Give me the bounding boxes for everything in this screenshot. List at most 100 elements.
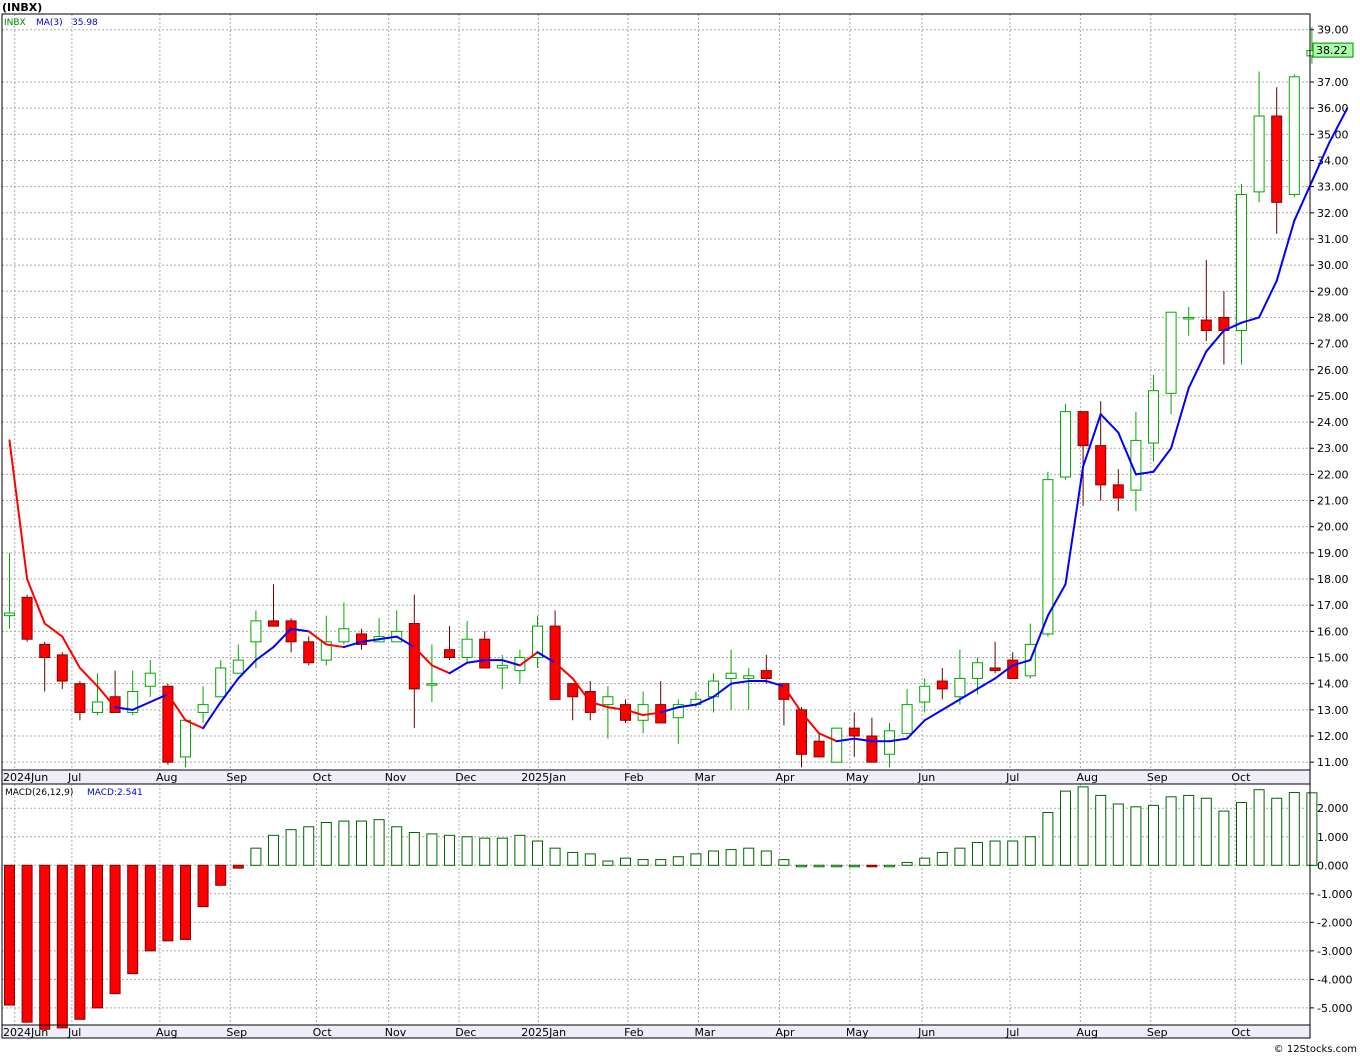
candle-body	[479, 638, 491, 669]
candle-body	[408, 623, 420, 690]
candle-body	[760, 670, 772, 679]
candle-body	[1007, 659, 1019, 679]
macd-x-tick-label: May	[846, 1026, 869, 1039]
candle-body	[4, 612, 15, 617]
price-x-tick-label: Jun	[917, 771, 935, 784]
ma-line-segment	[1046, 583, 1067, 617]
price-y-tick-label: 27.00	[1317, 338, 1349, 351]
macd-bar	[391, 826, 403, 866]
price-x-tick-label: Apr	[776, 771, 796, 784]
ma-line-segment	[976, 677, 997, 690]
ma-line-segment	[43, 622, 64, 638]
candle-body	[39, 643, 51, 659]
macd-bar	[1218, 810, 1230, 866]
price-x-axis-band	[2, 770, 1310, 784]
candle-body	[444, 649, 455, 659]
macd-bar	[972, 841, 983, 866]
ma-line-segment	[730, 680, 750, 685]
macd-bar	[4, 864, 15, 1006]
ma-line-segment	[378, 635, 398, 641]
ma-line-segment	[536, 651, 557, 664]
price-y-tick-label: 17.00	[1317, 599, 1349, 612]
ma-line-segment	[518, 651, 539, 667]
macd-bar	[901, 861, 913, 866]
ma-line-segment	[923, 708, 944, 722]
ma-line-segment	[712, 682, 733, 698]
ma-line-segment	[800, 711, 821, 735]
macd-x-tick-label: Oct	[1231, 1026, 1251, 1039]
price-x-tick-label: May	[846, 771, 869, 784]
macd-bar	[373, 819, 385, 866]
candle-body	[74, 683, 86, 713]
macd-bar	[602, 860, 614, 866]
macd-y-tick-label: 2.000	[1317, 802, 1349, 815]
macd-x-tick-label: Dec	[455, 1026, 476, 1039]
ma-line-segment	[782, 685, 803, 714]
ma-line-segment	[1082, 413, 1102, 468]
price-y-tick-label: 32.00	[1317, 207, 1349, 220]
macd-y-tick-label: 0.000	[1317, 859, 1349, 872]
ma-line-segment	[1170, 387, 1190, 450]
macd-title: MACD(26,12,9)	[5, 788, 73, 798]
ma-line-segment	[466, 659, 486, 664]
ma-line-segment	[149, 693, 169, 703]
ma-line-segment	[114, 706, 134, 711]
macd-bar	[1236, 802, 1247, 866]
candle-body	[197, 704, 209, 713]
macd-bar	[1130, 806, 1142, 866]
macd-bar	[56, 864, 68, 1029]
macd-y-tick-label: -3.000	[1317, 945, 1352, 958]
macd-bar	[444, 834, 455, 866]
macd-x-tick-label: Sep	[226, 1026, 247, 1039]
last-price-tag	[1312, 42, 1354, 58]
ma-line-segment	[994, 664, 1014, 680]
macd-bar	[584, 853, 596, 866]
candle-body	[303, 641, 315, 664]
candle-body	[901, 704, 913, 734]
price-x-tick-label: 2025Jan	[521, 771, 566, 784]
candle-body	[496, 664, 508, 669]
macd-bar	[39, 864, 51, 1030]
ma-line-segment	[26, 578, 46, 625]
ma-line-segment	[1205, 329, 1225, 353]
macd-bar	[1042, 812, 1054, 866]
price-x-tick-label: Aug	[1076, 771, 1097, 784]
macd-bar	[109, 864, 121, 995]
ma-line-segment	[1275, 219, 1296, 282]
ma-line-segment	[589, 700, 609, 709]
price-y-tick-label: 21.00	[1317, 495, 1349, 508]
candle-body	[1060, 411, 1071, 478]
macd-x-axis-band	[2, 1025, 1310, 1038]
price-y-tick-label: 26.00	[1317, 364, 1349, 377]
price-y-tick-label: 24.00	[1317, 416, 1349, 429]
macd-bar	[1024, 836, 1036, 866]
ma-line-segment	[1064, 465, 1085, 586]
ma-line-segment	[1293, 180, 1313, 222]
macd-bar	[180, 864, 191, 940]
candle-body	[743, 675, 755, 679]
price-y-tick-label: 20.00	[1317, 521, 1349, 534]
candle-body	[954, 677, 966, 698]
ma-line-segment	[166, 693, 187, 722]
macd-x-tick-label: Mar	[695, 1026, 716, 1039]
macd-bar	[848, 864, 860, 868]
price-y-tick-label: 13.00	[1317, 704, 1349, 717]
macd-x-tick-label: Sep	[1147, 1026, 1168, 1039]
macd-bar	[989, 840, 1001, 866]
price-y-tick-label: 11.00	[1317, 756, 1349, 769]
ma-line-segment	[290, 627, 310, 633]
ma-line-segment	[219, 677, 240, 703]
candle-body	[180, 719, 191, 758]
macd-x-tick-label: Oct	[313, 1026, 333, 1039]
macd-bar	[1288, 792, 1300, 866]
candle-body	[1253, 115, 1265, 193]
macd-bar	[303, 826, 315, 866]
candle-body	[250, 620, 262, 643]
macd-bar	[1095, 794, 1107, 866]
candle-body	[1148, 390, 1159, 444]
ticker-label: INBX	[4, 18, 26, 28]
price-x-tick-label: Nov	[385, 771, 407, 784]
candle-body	[232, 659, 244, 674]
macd-bar	[831, 864, 843, 868]
